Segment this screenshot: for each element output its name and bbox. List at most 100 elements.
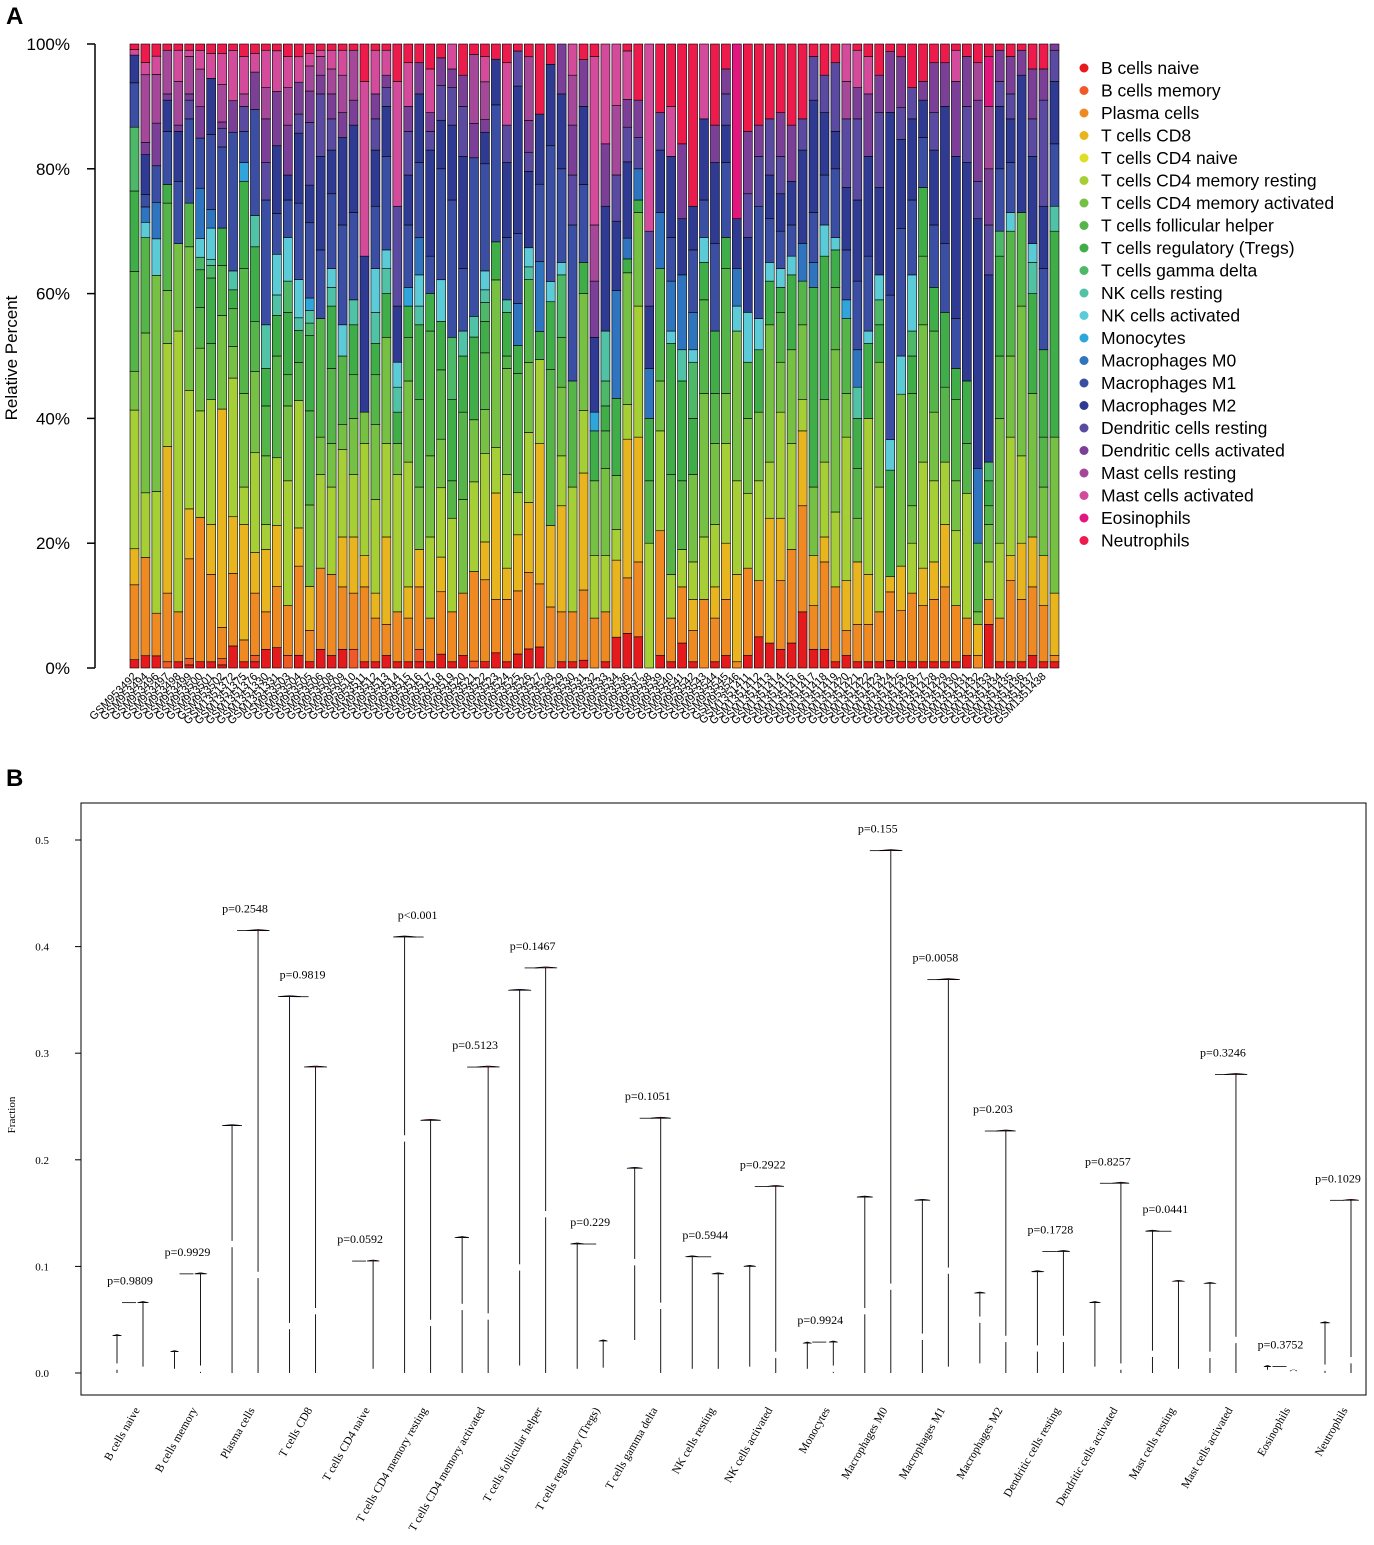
bar-segment: [721, 124, 731, 163]
bar-segment: [173, 131, 184, 182]
violin-group-1: [973, 1291, 986, 1294]
bar-segment: [655, 430, 665, 532]
bar-segment: [480, 289, 490, 303]
bar-segment: [480, 541, 490, 581]
bar-segment: [1027, 243, 1038, 263]
bar-segment: [381, 106, 392, 157]
bar-segment: [918, 187, 928, 257]
x-tick-label: Macrophages M1: [897, 1405, 948, 1481]
bar-segment: [326, 49, 337, 70]
bar-segment: [743, 361, 753, 419]
legend-marker: [1079, 153, 1089, 163]
bar-segment: [480, 302, 490, 322]
bar-segment: [151, 238, 162, 276]
bar-segment: [983, 168, 994, 226]
bar-segment: [841, 118, 852, 188]
bar-segment: [896, 228, 906, 357]
bar-segment: [447, 336, 457, 400]
bar-segment: [239, 93, 249, 107]
bar-segment: [425, 112, 435, 132]
median-point: [919, 1333, 926, 1340]
x-tick-label: Mast cells activated: [1179, 1405, 1235, 1490]
bar-segment: [370, 49, 381, 95]
legend-marker: [1079, 176, 1089, 185]
bar-segment: [425, 661, 435, 669]
bar-segment: [337, 648, 348, 669]
bar-segment: [370, 312, 381, 344]
bar-segment: [1049, 143, 1060, 207]
bar-segment: [304, 184, 315, 224]
bar-segment: [326, 118, 337, 151]
bar-segment: [600, 330, 611, 382]
bar-segment: [589, 411, 600, 432]
p-value-label: p=0.9819: [280, 968, 326, 982]
bar-segment: [414, 162, 425, 238]
bar-segment: [753, 636, 764, 669]
bar-segment: [195, 137, 205, 189]
bar-segment: [162, 131, 173, 185]
bar-segment: [1016, 455, 1027, 544]
bar-segment: [710, 524, 720, 588]
x-tick-label: Mast cells resting: [1127, 1405, 1178, 1481]
bar-segment: [830, 586, 841, 663]
bar-segment: [677, 143, 687, 220]
bar-segment: [567, 380, 578, 488]
bar-segment: [940, 386, 950, 463]
bar-segment: [874, 299, 885, 326]
bar-segment: [173, 661, 184, 669]
bar-segment: [315, 318, 326, 438]
bar-segment: [962, 443, 972, 494]
bar-segment: [545, 281, 556, 303]
bar-segment: [907, 274, 917, 332]
bar-segment: [436, 591, 446, 655]
bar-segment: [184, 202, 195, 248]
bar-segment: [841, 436, 852, 581]
bar-segment: [162, 202, 173, 291]
bar-segment: [721, 237, 731, 269]
bar-segment: [874, 661, 885, 669]
bar-segment: [239, 56, 249, 95]
bar-segment: [436, 168, 446, 281]
bar-segment: [1016, 212, 1027, 307]
bar-segment: [217, 627, 227, 659]
bar-segment: [951, 156, 961, 319]
bar-segment: [951, 81, 961, 157]
bar-segment: [272, 315, 282, 357]
bar-segment: [819, 174, 830, 226]
bar-segment: [480, 409, 490, 454]
bar-segment: [1049, 81, 1060, 145]
bar-segment: [611, 290, 622, 399]
bar-segment: [688, 205, 698, 251]
bar-segment: [600, 205, 611, 332]
bar-segment: [677, 218, 687, 276]
bar-segment: [425, 536, 435, 619]
bar-segment: [994, 418, 1005, 544]
bar-segment: [951, 43, 961, 51]
median-point: [746, 1366, 753, 1374]
bar-segment: [326, 655, 337, 669]
bar-segment: [940, 243, 950, 313]
bar-segment: [973, 99, 983, 182]
bar-segment: [403, 224, 414, 288]
bar-segment: [425, 149, 435, 257]
bar-segment: [129, 49, 140, 56]
median-point: [1149, 1350, 1156, 1358]
median-point: [1264, 1369, 1271, 1377]
median-point: [1347, 1357, 1355, 1364]
y-tick-label: 0.5: [35, 835, 49, 847]
bar-segment: [622, 126, 633, 163]
bar-segment: [545, 64, 556, 147]
bar-segment: [885, 439, 895, 471]
bar-segment: [1005, 580, 1016, 663]
bar-segment: [283, 374, 293, 407]
bar-segment: [951, 318, 961, 369]
bar-segment: [994, 617, 1005, 663]
bar-segment: [491, 447, 501, 494]
bar-segment: [184, 658, 195, 666]
bar-segment: [228, 516, 238, 574]
violin-group-2: [1171, 1279, 1186, 1282]
bar-segment: [994, 49, 1005, 82]
bar-segment: [359, 255, 370, 413]
bar-segment: [348, 648, 359, 669]
bar-segment: [1038, 68, 1049, 101]
